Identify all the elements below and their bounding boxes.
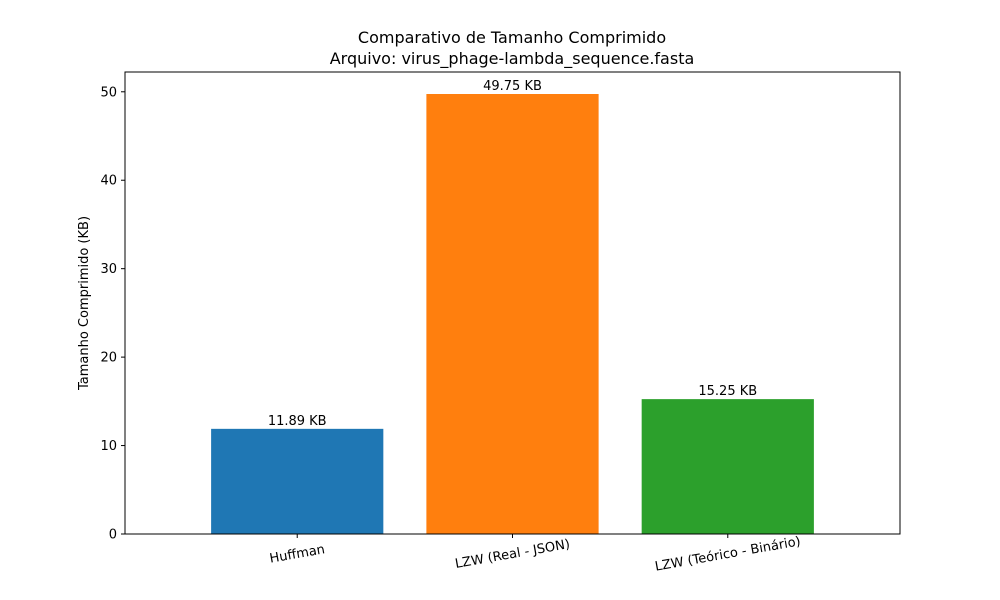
y-tick-label-0: 0: [109, 528, 117, 543]
chart-title: Comparativo de Tamanho Comprimido: [358, 28, 666, 47]
bar-value-label-1: 49.75 KB: [483, 79, 542, 94]
y-tick-label-2: 20: [100, 351, 117, 366]
bar-1: [426, 94, 599, 534]
y-tick-label-4: 40: [100, 174, 117, 189]
bar-value-label-2: 15.25 KB: [698, 384, 757, 399]
bar-2: [641, 399, 814, 534]
chart-subtitle: Arquivo: virus_phage-lambda_sequence.fas…: [330, 49, 695, 69]
bar-value-label-0: 11.89 KB: [268, 414, 327, 429]
bar-0: [211, 428, 384, 534]
y-tick-label-1: 10: [100, 439, 117, 454]
y-axis-label: Tamanho Comprimido (KB): [77, 216, 92, 391]
y-tick-label-5: 50: [100, 85, 117, 100]
y-tick-label-3: 30: [100, 262, 117, 277]
